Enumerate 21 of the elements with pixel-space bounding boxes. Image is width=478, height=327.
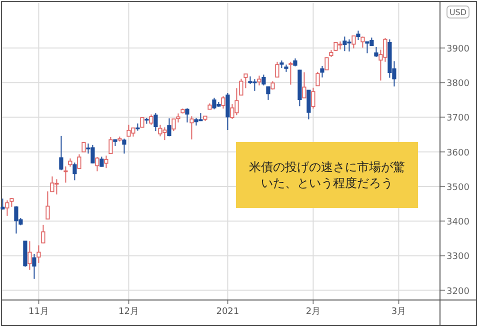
y-tick-label: 3300 xyxy=(446,252,470,262)
y-tick-label: 3800 xyxy=(446,79,470,90)
y-tick-label: 3400 xyxy=(446,218,470,228)
x-tick-label: 2月 xyxy=(306,307,321,317)
y-tick-label: 3200 xyxy=(446,286,470,297)
x-tick-label: 2021 xyxy=(216,307,240,317)
candlestick xyxy=(185,108,190,123)
y-tick-label: 3500 xyxy=(446,182,470,193)
candlestick xyxy=(320,66,324,78)
x-tick-label: 12月 xyxy=(118,307,139,317)
candlestick xyxy=(104,155,108,169)
y-tick-label: 3700 xyxy=(446,114,470,124)
candlestick xyxy=(190,116,194,140)
y-axis-title: USD xyxy=(449,8,467,17)
y-tick-label: 3900 xyxy=(446,44,470,54)
y-tick-label: 3600 xyxy=(446,148,470,158)
x-tick-label: 11月 xyxy=(28,307,49,317)
candlestick xyxy=(36,244,41,264)
candlestick xyxy=(32,253,36,280)
candlestick xyxy=(28,240,32,270)
x-tick-label: 3月 xyxy=(391,307,406,317)
